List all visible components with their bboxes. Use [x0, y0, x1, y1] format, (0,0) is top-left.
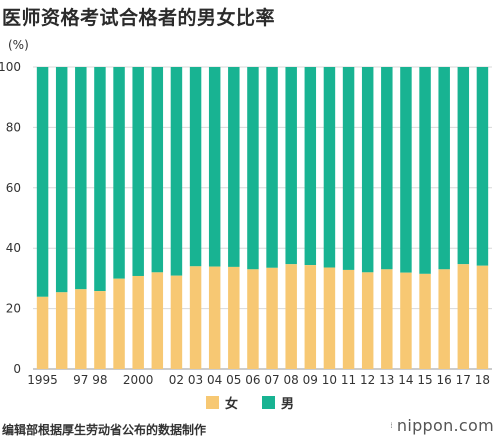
bar-male-2004: [208, 67, 221, 267]
x-axis-ticks: 1995 97 98 2000 02 03 04 05 06 07 08 09 10 11 12 13 14 15…: [27, 373, 490, 387]
bar-female-2013: [381, 269, 393, 369]
legend-label-female: 女: [224, 397, 238, 412]
bar-male-2009: [304, 67, 317, 266]
bar-female-1999: [113, 278, 125, 369]
bar-male-2006: [247, 67, 259, 270]
bar-female-1995: [36, 296, 49, 369]
bar-male-2014: [400, 67, 412, 273]
x-tick-label: 15: [417, 373, 432, 387]
bar-male-2016: [438, 67, 450, 270]
bar-female-2001: [151, 272, 164, 369]
y-tick-label: 80: [6, 120, 21, 134]
x-tick-label: 06: [245, 373, 260, 387]
x-tick-label: 05: [226, 373, 241, 387]
bar-male-1997: [75, 67, 87, 290]
bar-female-2014: [400, 272, 412, 369]
bar-male-1996: [55, 67, 68, 293]
bar-female-2005: [228, 266, 240, 369]
bar-male-2011: [342, 67, 355, 270]
bars: [36, 67, 489, 369]
y-axis-unit: (%): [8, 38, 29, 52]
bar-female-2004: [208, 266, 221, 369]
brand-name: nippon.com: [396, 416, 494, 435]
x-tick-label: 98: [92, 373, 107, 387]
x-tick-label: 17: [456, 373, 471, 387]
bar-male-2015: [419, 67, 431, 274]
bar-female-2016: [438, 269, 450, 369]
bar-female-2008: [285, 264, 297, 369]
bar-male-2008: [285, 67, 297, 265]
x-tick-label: 09: [303, 373, 318, 387]
bar-male-1995: [36, 67, 49, 297]
bar-female-2009: [304, 265, 317, 369]
y-tick-label: 0: [13, 362, 21, 376]
x-tick-label: 1995: [27, 373, 58, 387]
bar-female-2018: [476, 265, 489, 369]
x-tick-label: 2000: [123, 373, 154, 387]
bar-female-2007: [266, 267, 278, 369]
x-tick-label: 16: [437, 373, 452, 387]
bar-female-2015: [419, 273, 431, 369]
chart-title: 医师资格考试合格者的男女比率: [2, 7, 276, 29]
x-tick-label: 18: [475, 373, 490, 387]
bar-female-2006: [247, 269, 259, 369]
brand-logo: ⁞ nippon.com: [390, 416, 494, 435]
bar-female-2010: [323, 267, 336, 369]
x-tick-label: 03: [188, 373, 203, 387]
bar-male-2003: [189, 67, 202, 267]
legend-swatch-female: [205, 396, 219, 409]
bar-female-2012: [361, 272, 374, 369]
legend-swatch-male: [262, 396, 275, 409]
grid-lines: [33, 66, 492, 370]
bar-male-2012: [361, 67, 374, 273]
bar-female-2017: [457, 264, 470, 369]
x-tick-label: 97: [73, 373, 88, 387]
bar-male-2002: [170, 67, 183, 276]
legend-label-male: 男: [281, 397, 295, 412]
legend: 女 男: [0, 393, 500, 412]
bar-male-2018: [476, 67, 489, 266]
bar-male-2001: [151, 67, 164, 273]
x-tick-label: 10: [322, 373, 337, 387]
bar-female-1997: [75, 289, 87, 369]
x-tick-label: 13: [379, 373, 394, 387]
bar-male-2010: [323, 67, 336, 268]
x-tick-label: 11: [341, 373, 356, 387]
y-tick-label: 60: [6, 181, 21, 195]
bar-female-2003: [189, 266, 202, 369]
x-tick-label: 04: [207, 373, 222, 387]
bar-female-2000: [132, 275, 144, 369]
bar-male-1998: [94, 67, 106, 292]
bar-male-2000: [132, 67, 144, 276]
stacked-bar-chart: 0 20 40 60 80 100 1995 97 98 2000 02 03 04 05 06 07 08 0…: [0, 60, 492, 387]
x-tick-label: 14: [398, 373, 413, 387]
y-tick-label: 100: [0, 60, 21, 74]
source-note: 编辑部根据厚生劳动省公布的数据制作: [2, 423, 207, 437]
legend-item-male: 男: [262, 393, 294, 412]
bar-male-2005: [228, 67, 240, 267]
bar-male-2013: [381, 67, 393, 270]
bar-female-2011: [342, 269, 355, 369]
x-tick-label: 08: [284, 373, 299, 387]
x-tick-label: 02: [169, 373, 184, 387]
y-tick-label: 40: [6, 241, 21, 255]
bar-male-1999: [113, 67, 125, 279]
x-tick-label: 12: [360, 373, 375, 387]
bar-female-1998: [94, 291, 106, 369]
bar-male-2017: [457, 67, 470, 265]
bar-male-2007: [266, 67, 278, 268]
y-axis-ticks: 0 20 40 60 80 100: [0, 60, 21, 376]
bar-female-1996: [55, 292, 68, 369]
y-tick-label: 20: [6, 302, 21, 316]
x-tick-label: 07: [264, 373, 279, 387]
brand-dots-icon: ⁞: [390, 421, 393, 430]
bar-female-2002: [170, 275, 183, 369]
legend-item-female: 女: [205, 393, 238, 412]
